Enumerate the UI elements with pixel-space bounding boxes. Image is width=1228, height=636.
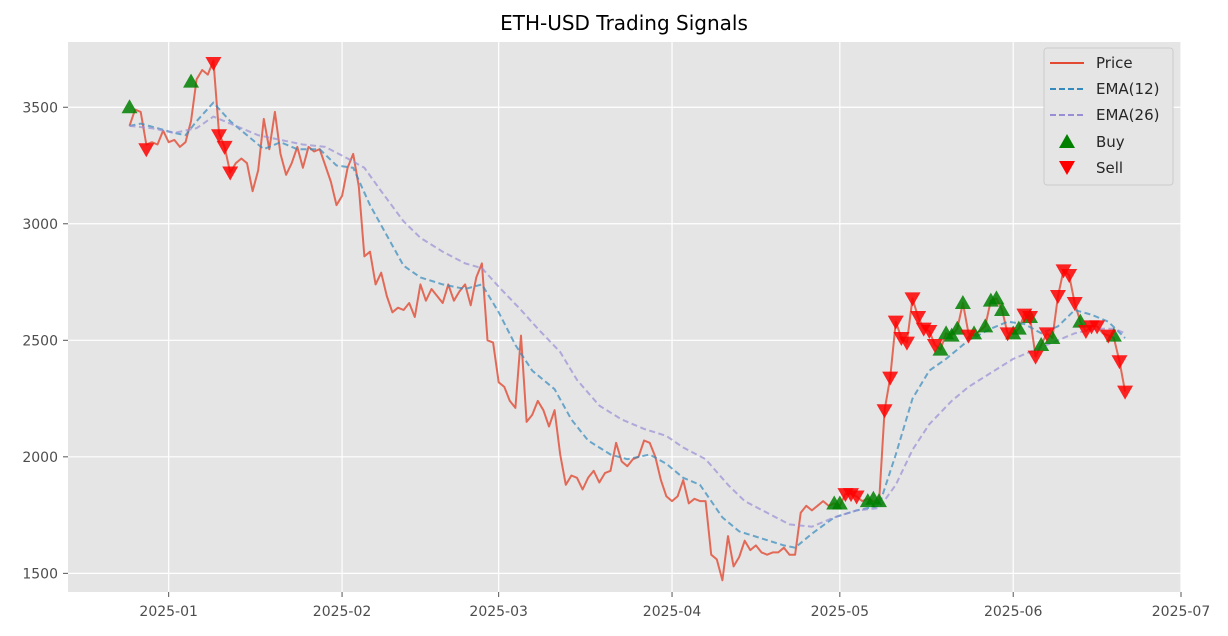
buy-marker [870, 493, 887, 508]
x-tick-label: 2025-02 [313, 604, 372, 620]
sell-marker [960, 329, 977, 344]
x-tick-label: 2025-04 [643, 604, 702, 620]
ema26-line [129, 115, 1126, 528]
legend-buy-marker [1059, 134, 1075, 148]
sell-marker [1038, 327, 1055, 342]
buy-marker [1010, 320, 1027, 335]
sell-marker [887, 315, 904, 330]
y-tick-label: 3000 [22, 217, 58, 233]
grid-lines [68, 42, 1182, 592]
buy-marker [831, 495, 848, 510]
sell-marker [1111, 355, 1128, 370]
legend-ema12-label: EMA(12) [1096, 80, 1159, 98]
x-tick-label: 2025-05 [811, 604, 870, 620]
buy-marker [121, 99, 138, 114]
sell-marker [1027, 350, 1044, 365]
buy-marker [932, 341, 949, 356]
buy-marker [977, 318, 994, 333]
buy-marker [988, 290, 1005, 305]
legend-buy-label: Buy [1096, 133, 1125, 151]
sell-marker [882, 371, 899, 386]
legend-box [1043, 47, 1174, 186]
sell-marker [898, 336, 915, 351]
price-line [128, 59, 1127, 582]
sell-marker [999, 327, 1016, 342]
y-tick-label: 1500 [22, 566, 58, 582]
sell-marker [222, 166, 239, 181]
sell-marker [848, 490, 865, 505]
buy-marker [183, 73, 200, 88]
x-tick-label: 2025-06 [984, 604, 1043, 620]
signal-markers [121, 56, 1134, 510]
x-tick-label: 2025-07 [1152, 604, 1211, 620]
sell-marker [1089, 320, 1106, 335]
legend-price-label: Price [1096, 54, 1133, 72]
series-lines [128, 59, 1127, 582]
buy-marker [949, 320, 966, 335]
sell-marker [876, 404, 893, 419]
buy-marker [1072, 313, 1089, 328]
sell-marker [138, 143, 155, 158]
buy-marker [1033, 336, 1050, 351]
sell-marker [1117, 385, 1134, 400]
legend-sell-marker [1059, 161, 1075, 175]
y-tick-label: 2500 [22, 333, 58, 349]
buy-marker [994, 302, 1011, 317]
buy-marker [1044, 329, 1061, 344]
sell-marker [205, 56, 222, 71]
buy-marker [954, 295, 971, 310]
x-tick-label: 2025-01 [139, 604, 198, 620]
sell-marker [1066, 297, 1083, 312]
plot-area [68, 42, 1181, 592]
axis-ticks: 2025-01 2025-02 2025-03 2025-04 2025-05 2025-… [22, 100, 1210, 620]
sell-marker [921, 324, 938, 339]
x-tick-label: 2025-03 [469, 604, 528, 620]
legend: Price EMA(12) EMA(26) Buy Sell [1043, 47, 1174, 186]
sell-marker [1100, 329, 1117, 344]
sell-marker [216, 140, 233, 155]
sell-marker [1049, 290, 1066, 305]
sell-marker [910, 311, 927, 325]
sell-marker [1021, 311, 1038, 325]
sell-marker [904, 292, 921, 307]
legend-ema26-label: EMA(26) [1096, 106, 1159, 124]
sell-marker [926, 338, 943, 353]
legend-sell-label: Sell [1096, 159, 1123, 177]
sell-marker [1061, 269, 1078, 284]
y-tick-label: 2000 [22, 450, 58, 466]
y-tick-label: 3500 [22, 100, 58, 116]
chart-title: ETH-USD Trading Signals [500, 11, 748, 35]
sell-marker [211, 129, 228, 144]
ema12-line [129, 101, 1126, 549]
